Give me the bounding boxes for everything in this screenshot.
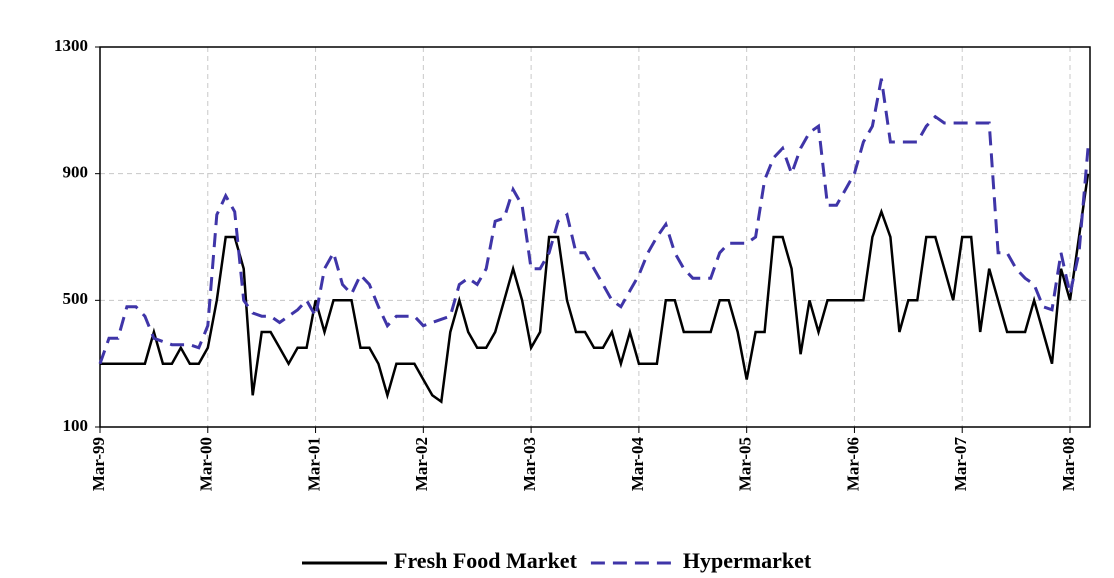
x-tick-label: Mar-00 — [197, 437, 216, 491]
plot-frame — [99, 46, 1091, 428]
x-tick-label: Mar-03 — [520, 437, 539, 491]
x-tick-label: Mar-02 — [412, 437, 431, 491]
x-tick-label: Mar-06 — [843, 437, 862, 491]
y-tick-label: 100 — [63, 416, 89, 435]
series-line — [98, 78, 1090, 365]
y-tick-label: 900 — [63, 163, 89, 182]
series-line — [100, 173, 1090, 404]
x-tick-label: Mar-05 — [736, 437, 755, 491]
legend-label: Hypermarket — [683, 548, 812, 573]
y-tick-label: 1300 — [54, 36, 88, 55]
x-tick-label: Mar-07 — [951, 437, 970, 492]
x-tick-label: Mar-04 — [628, 437, 647, 492]
x-tick-label: Mar-99 — [89, 437, 108, 491]
legend-label: Fresh Food Market — [394, 548, 578, 573]
x-tick-label: Mar-01 — [304, 437, 323, 491]
y-tick-label: 500 — [63, 289, 89, 308]
x-tick-label: Mar-08 — [1059, 437, 1078, 491]
